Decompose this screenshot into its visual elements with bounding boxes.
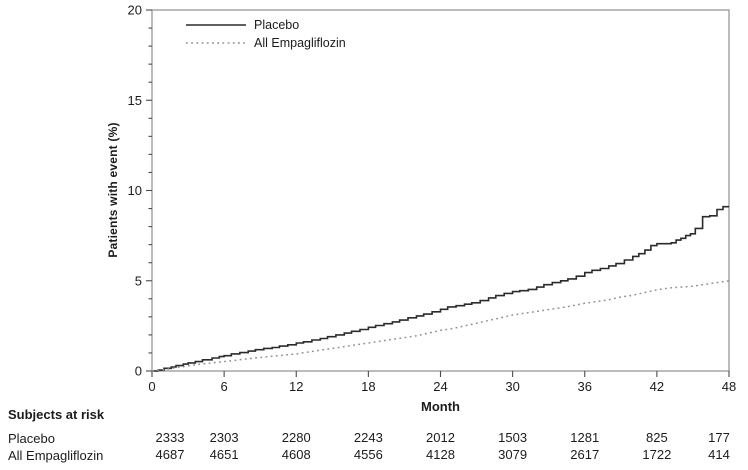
risk-count: 2280 (282, 430, 311, 445)
y-tick-label: 5 (135, 273, 142, 288)
risk-row-label-placebo: Placebo (8, 431, 55, 446)
risk-count: 1281 (570, 430, 599, 445)
plot-frame (151, 9, 730, 372)
x-axis-title: Month (421, 399, 460, 414)
x-tick-label: 18 (361, 379, 375, 394)
legend-label-empagliflozin: All Empagliflozin (254, 36, 346, 50)
x-tick-label: 48 (722, 379, 736, 394)
y-axis-title: Patients with event (%) (106, 122, 120, 258)
risk-count: 2012 (426, 430, 455, 445)
x-tick-label: 24 (433, 379, 447, 394)
risk-count: 4556 (354, 447, 383, 462)
x-tick-label: 42 (650, 379, 664, 394)
y-tick-label: 0 (135, 364, 142, 379)
y-tick-label: 20 (128, 3, 142, 18)
risk-count: 825 (646, 430, 668, 445)
risk-row-label-empagliflozin: All Empagliflozin (8, 448, 104, 463)
risk-count: 2303 (210, 430, 239, 445)
risk-count: 1722 (642, 447, 671, 462)
risk-count: 4651 (210, 447, 239, 462)
y-tick-label: 15 (128, 93, 142, 108)
x-tick-label: 30 (505, 379, 519, 394)
subjects-at-risk-heading: Subjects at risk (8, 407, 105, 422)
risk-count: 4128 (426, 447, 455, 462)
y-tick-label: 10 (128, 183, 142, 198)
y-axis: 0 5 10 15 20 (128, 3, 152, 379)
risk-count: 414 (708, 447, 730, 462)
legend-samples (186, 24, 246, 44)
x-tick-label: 12 (289, 379, 303, 394)
legend-label-placebo: Placebo (254, 18, 300, 32)
risk-count: 4687 (156, 447, 185, 462)
risk-count: 2333 (156, 430, 185, 445)
risk-numbers-row-placebo: 2333 2303 2280 2243 2012 1503 1281 825 177 (156, 430, 730, 445)
risk-count: 2243 (354, 430, 383, 445)
risk-count: 1503 (498, 430, 527, 445)
curve-empagliflozin (151, 280, 730, 372)
risk-count: 2617 (570, 447, 599, 462)
x-tick-label: 0 (148, 379, 155, 394)
x-tick-label: 36 (578, 379, 592, 394)
risk-count: 177 (708, 430, 730, 445)
risk-count: 4608 (282, 447, 311, 462)
curve-placebo (152, 205, 729, 372)
risk-numbers-row-empagliflozin: 4687 4651 4608 4556 4128 3079 2617 1722 414 (156, 447, 730, 462)
risk-count: 3079 (498, 447, 527, 462)
x-axis: 0 6 12 18 24 30 36 42 48 (148, 371, 736, 394)
x-tick-label: 6 (221, 379, 228, 394)
